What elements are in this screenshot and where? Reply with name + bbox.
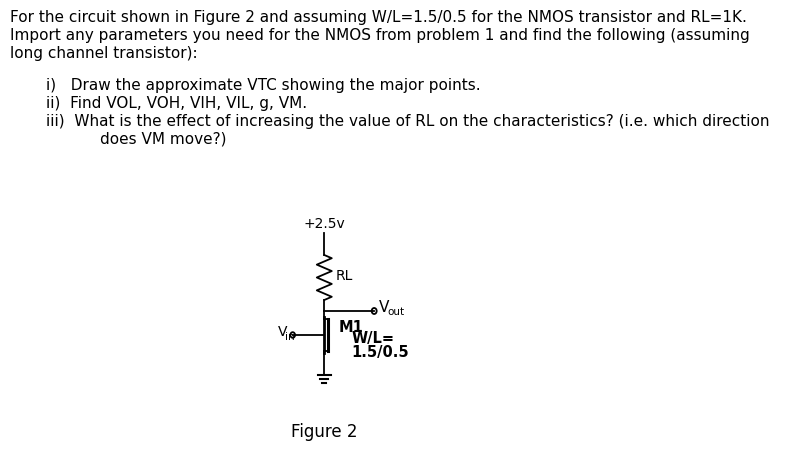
Text: Import any parameters you need for the NMOS from problem 1 and find the followin: Import any parameters you need for the N… [10,28,749,43]
Text: in: in [285,332,294,342]
Text: long channel transistor):: long channel transistor): [10,46,197,61]
Text: M1: M1 [338,319,363,334]
Text: For the circuit shown in Figure 2 and assuming W/L=1.5/0.5 for the NMOS transist: For the circuit shown in Figure 2 and as… [10,10,746,25]
Text: ii)  Find VOL, VOH, VIH, VIL, g, VM.: ii) Find VOL, VOH, VIH, VIL, g, VM. [45,96,307,111]
Text: does VM move?): does VM move?) [61,132,226,147]
Text: i)   Draw the approximate VTC showing the major points.: i) Draw the approximate VTC showing the … [45,78,480,93]
Text: W/L=: W/L= [351,332,394,346]
Text: out: out [387,307,404,317]
Text: RL: RL [336,269,353,282]
Text: iii)  What is the effect of increasing the value of RL on the characteristics? (: iii) What is the effect of increasing th… [45,114,768,129]
Text: V: V [379,300,389,315]
Text: Figure 2: Figure 2 [290,423,357,441]
Text: +2.5v: +2.5v [303,217,345,231]
Text: V: V [277,325,287,339]
Text: 1.5/0.5: 1.5/0.5 [351,345,409,361]
